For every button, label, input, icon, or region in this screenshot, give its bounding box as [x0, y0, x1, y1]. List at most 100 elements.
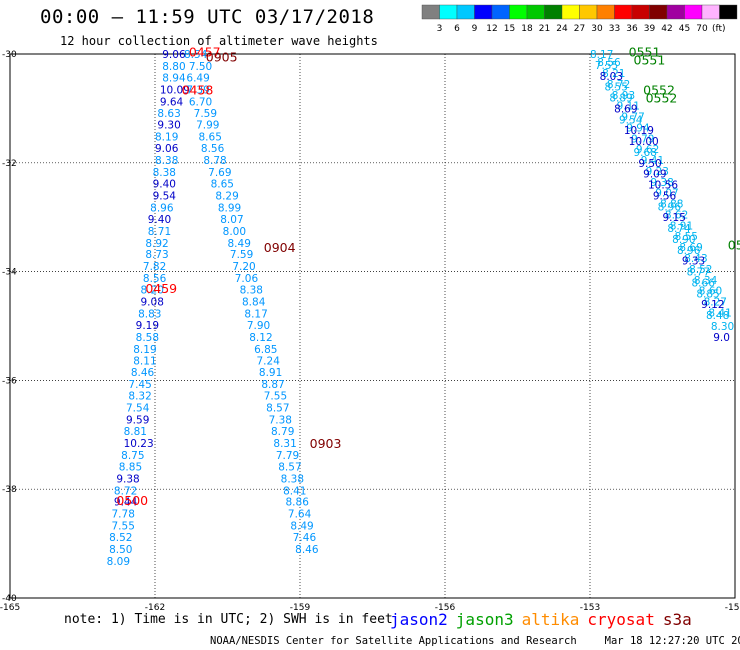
swh-value-track-right-b: 8.34	[694, 275, 718, 287]
swh-value-track-right-a: 10.19	[624, 125, 654, 137]
colorbar-label: 6	[454, 24, 460, 34]
swh-value-track-left: 9.08	[141, 297, 164, 309]
swh-value-track-right-b: 9.77	[621, 112, 644, 124]
credit-line: NOAA/NESDIS Center for Satellite Applica…	[210, 635, 740, 647]
swh-value-track-right-a: 9.56	[653, 190, 677, 202]
swh-value-track-mid: 8.46	[295, 544, 319, 556]
swh-value-track-right-a: 8.55	[605, 82, 628, 94]
swh-value-track-mid: 8.84	[242, 297, 266, 309]
swh-value-track-left: 10.23	[124, 438, 154, 450]
swh-value-track-mid: 8.38	[240, 285, 263, 297]
colorbar-label: 15	[504, 24, 515, 34]
colorbar-swatch	[719, 4, 738, 20]
pass-time-label: 0905	[206, 50, 238, 65]
swh-value-track-left: 9.54	[153, 190, 177, 202]
swh-value-track-left: 8.52	[109, 532, 132, 544]
swh-value-track-right-b: 9.62	[636, 144, 659, 156]
swh-value-track-mid: 7.06	[235, 273, 259, 285]
swh-value-track-mid: 8.78	[203, 155, 226, 167]
swh-value-track-mid: 7.90	[247, 320, 270, 332]
swh-value-track-right-a: 8.96	[658, 201, 682, 213]
swh-value-track-right-a: 8.77	[687, 267, 710, 279]
swh-value-track-right-a: 9.54	[619, 114, 643, 126]
swh-value-track-right-a: 8.85	[696, 288, 719, 300]
swh-value-track-mid: 6.70	[189, 96, 212, 108]
swh-value-track-left: 7.78	[112, 509, 135, 521]
swh-value-track-right-b: 8.69	[679, 242, 702, 254]
swh-value-track-mid: 7.50	[189, 61, 212, 73]
swh-value-track-right-b: 9.38	[650, 177, 673, 189]
swh-value-track-left: 9.64	[160, 96, 184, 108]
swh-value-track-mid: 8.29	[215, 190, 238, 202]
swh-value-track-right-a: 8.96	[677, 245, 701, 257]
satellite-legend-jason3: jason3	[455, 610, 514, 629]
swh-value-track-mid: 7.24	[257, 355, 281, 367]
swh-value-track-right-b: 8.56	[597, 57, 621, 69]
swh-value-track-mid: 8.79	[271, 426, 294, 438]
swh-value-track-left: 9.59	[126, 415, 149, 427]
swh-value-track-mid: 8.38	[281, 473, 304, 485]
swh-value-track-mid: 8.57	[266, 403, 289, 415]
swh-value-track-mid: 8.99	[218, 202, 241, 214]
swh-value-track-left: 7.55	[112, 521, 135, 533]
colorbar-label: 9	[472, 24, 478, 34]
swh-value-track-right-a: 8.66	[692, 277, 716, 289]
swh-value-track-right-b: 9.07	[655, 188, 678, 200]
swh-value-track-right-b: 8.55	[675, 231, 698, 243]
swh-value-track-right-a: 8.48	[706, 310, 729, 322]
swh-value-track-right-a: 9.33	[682, 256, 705, 268]
swh-value-track-mid: 8.07	[220, 214, 243, 226]
colorbar-legend: 3 6 9 12 15 18 21 24 27 30 33 36 39 42 45 70 (ft)	[421, 4, 738, 34]
swh-value-track-left: 9.44	[114, 497, 138, 509]
swh-value-track-right-a: 10.56	[648, 180, 678, 192]
colorbar-label: 36	[626, 24, 638, 34]
swh-value-track-mid: 7.69	[208, 167, 231, 179]
pass-time-label: 0551	[629, 44, 661, 59]
swh-value-track-left: 8.38	[155, 155, 178, 167]
swh-value-track-left: 8.50	[109, 544, 132, 556]
swh-value-track-mid: 8.12	[249, 332, 272, 344]
pass-time-label: 0552	[646, 91, 678, 106]
satellite-legend-s3a: s3a	[662, 610, 692, 629]
swh-value-track-right-b: 8.60	[699, 286, 722, 298]
swh-value-track-mid: 8.65	[199, 132, 222, 144]
swh-value-track-right-a: 8.17	[590, 49, 613, 61]
generated-timestamp: Mar 18 12:27:20 UTC 2018	[604, 635, 740, 647]
swh-value-track-left: 9.40	[153, 178, 176, 190]
swh-value-track-mid: 7.38	[269, 415, 292, 427]
swh-value-track-right-a: 7.55	[595, 60, 618, 72]
pass-time-label: 0459	[145, 281, 177, 296]
swh-value-track-right-a: 9.12	[701, 299, 724, 311]
swh-value-track-right-b: 8.72	[607, 79, 630, 91]
swh-value-track-right-a: 8.69	[614, 103, 637, 115]
swh-value-track-mid: 8.17	[244, 308, 267, 320]
swh-value-track-right-a: 9.15	[663, 212, 686, 224]
colorbar-label: 24	[556, 24, 568, 34]
swh-value-track-left: 8.20	[141, 285, 164, 297]
colorbar-label: 18	[521, 24, 533, 34]
swh-value-track-right-a: 9.09	[643, 169, 666, 181]
swh-value-track-mid: 8.49	[228, 238, 251, 250]
lat-tick-label: -30	[2, 50, 17, 60]
colorbar-unit: (ft)	[712, 24, 726, 34]
swh-value-track-right-b: 8.93	[612, 90, 635, 102]
swh-value-track-left: 8.83	[138, 308, 161, 320]
lon-tick-label: -150	[725, 603, 740, 613]
lon-tick-label: -162	[145, 603, 165, 613]
swh-value-track-left: 9.19	[136, 320, 159, 332]
colorbar-label: 30	[591, 24, 603, 34]
swh-value-track-left: 8.94	[162, 72, 186, 84]
swh-value-track-mid: 7.55	[264, 391, 287, 403]
swh-value-track-left: 8.72	[114, 485, 137, 497]
swh-value-track-mid: 8.00	[223, 226, 246, 238]
swh-value-track-left: 8.96	[150, 202, 174, 214]
swh-value-track-mid: 8.87	[261, 379, 284, 391]
swh-value-track-mid: 7.39	[186, 84, 209, 96]
colorbar-label: 3	[437, 24, 443, 34]
swh-value-track-left: 9.06	[155, 143, 179, 155]
swh-value-track-mid: 7.99	[196, 120, 219, 132]
swh-value-track-left: 8.73	[145, 249, 168, 261]
lat-tick-label: -34	[2, 268, 17, 278]
swh-value-track-left: 8.81	[124, 426, 147, 438]
swh-value-track-left: 8.75	[121, 450, 144, 462]
